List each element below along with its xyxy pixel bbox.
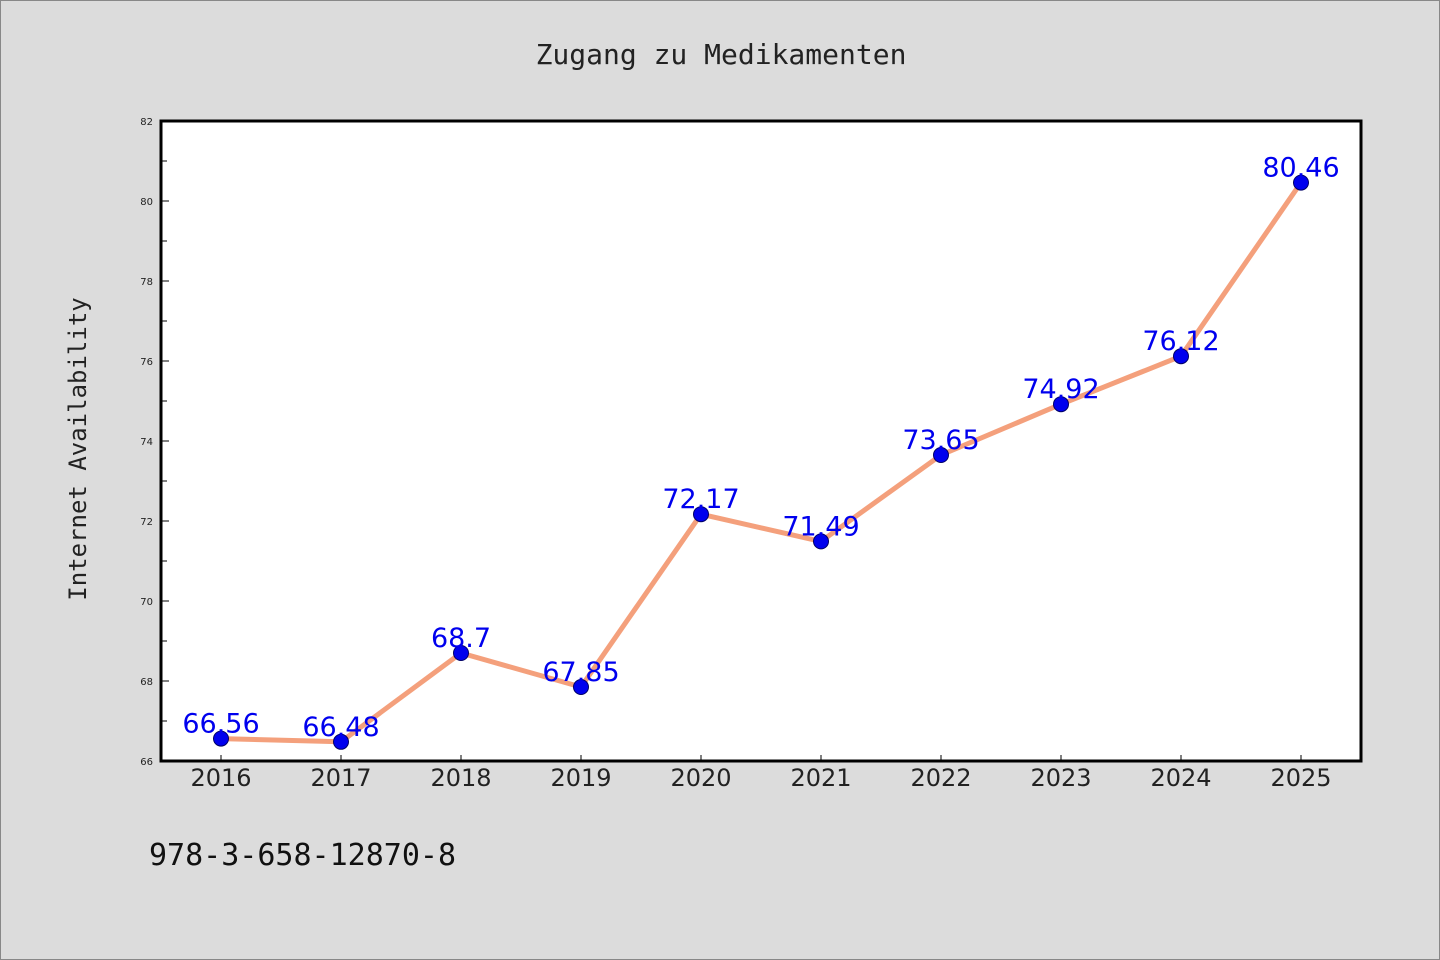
data-label: 67.85 <box>542 657 619 688</box>
x-tick-label: 2020 <box>670 764 731 792</box>
data-label: 66.56 <box>182 709 259 740</box>
data-label: 68.7 <box>431 623 491 654</box>
x-tick-label: 2019 <box>550 764 611 792</box>
data-point <box>213 730 229 747</box>
data-point <box>693 506 709 523</box>
data-point <box>333 733 349 750</box>
x-tick-label: 2017 <box>310 764 371 792</box>
y-tick-label: 76 <box>140 357 153 368</box>
x-axis-ticks: 2016 2017 2018 2019 2020 2021 2022 2023 2024 2025 <box>190 755 1332 792</box>
x-tick-label: 2025 <box>1270 764 1331 792</box>
data-point <box>453 645 469 661</box>
x-tick-label: 2023 <box>1030 764 1091 792</box>
y-tick-label: 82 <box>140 117 153 128</box>
series-line <box>218 180 1304 745</box>
x-tick-label: 2018 <box>430 764 491 792</box>
y-axis-ticks: 66 68 70 72 74 76 78 80 82 <box>140 117 169 768</box>
data-label: 72.17 <box>662 484 739 515</box>
x-tick-label: 2021 <box>790 764 851 792</box>
data-label: 66.48 <box>302 712 379 743</box>
y-tick-label: 74 <box>140 437 153 448</box>
y-tick-label: 70 <box>140 597 153 608</box>
data-label: 71.49 <box>782 511 859 542</box>
data-point <box>1053 396 1069 413</box>
data-point <box>1173 348 1189 365</box>
data-label: 74.92 <box>1022 374 1099 405</box>
data-labels-group: 66.56 66.48 68.7 67.85 72.17 71.49 73.65 74.92 7… <box>182 153 1339 743</box>
y-tick-label: 68 <box>140 677 153 688</box>
data-point <box>573 679 589 695</box>
data-point <box>1293 174 1309 191</box>
data-point <box>813 533 829 550</box>
data-label: 73.65 <box>902 425 979 456</box>
y-tick-label: 66 <box>140 757 153 768</box>
data-label: 80.46 <box>1262 153 1339 184</box>
x-tick-label: 2024 <box>1150 764 1211 792</box>
isbn-footnote: 978-3-658-12870-8 <box>149 838 456 873</box>
y-axis-label: Internet Availability <box>64 297 92 600</box>
plot-area <box>159 119 1363 763</box>
data-point <box>933 447 949 463</box>
y-tick-label: 78 <box>140 277 153 288</box>
x-tick-label: 2022 <box>910 764 971 792</box>
series-group <box>213 174 1309 750</box>
data-label: 76.12 <box>1142 326 1219 357</box>
y-tick-label: 80 <box>140 197 153 208</box>
y-tick-label: 72 <box>140 517 153 528</box>
chart-title: Zugang zu Medikamenten <box>536 38 907 71</box>
x-tick-label: 2016 <box>190 764 251 792</box>
